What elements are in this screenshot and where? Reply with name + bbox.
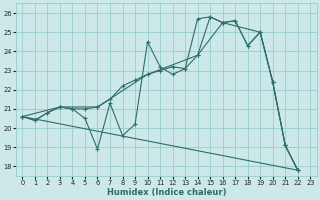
X-axis label: Humidex (Indice chaleur): Humidex (Indice chaleur) [107,188,226,197]
